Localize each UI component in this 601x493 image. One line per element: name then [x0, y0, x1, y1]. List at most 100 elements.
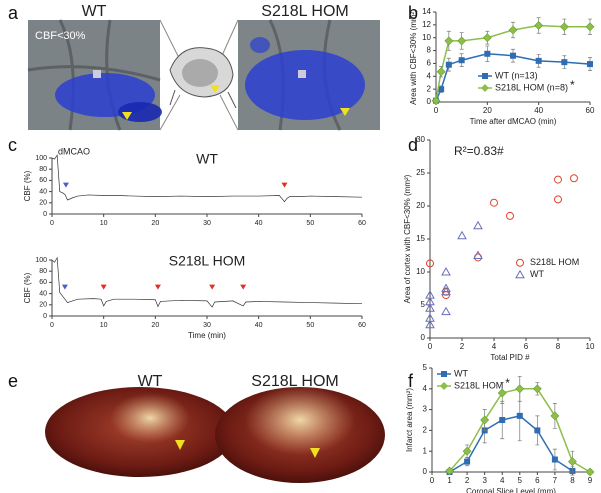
x-tick-label: 20 — [151, 220, 159, 227]
legend-marker — [515, 269, 525, 279]
marker — [425, 296, 435, 306]
mouse-head-diagram — [159, 19, 239, 131]
x-tick-label: 8 — [556, 342, 561, 351]
y-tick-label: 100 — [35, 257, 47, 264]
x-tick-label: 50 — [306, 220, 314, 227]
marker — [441, 266, 451, 276]
marker — [457, 36, 467, 46]
y-tick-label: 8 — [427, 46, 432, 55]
marker — [441, 283, 451, 292]
marker — [431, 96, 441, 106]
marker — [550, 411, 560, 421]
legend-marker — [516, 258, 524, 267]
y-axis-label: Area with CBF<30% (mm²) — [409, 9, 418, 105]
y-tick-label: 0 — [427, 97, 432, 106]
panel-label: b — [408, 3, 418, 23]
marker — [482, 33, 492, 43]
legend-marker — [440, 382, 448, 390]
panel-label: c — [8, 135, 17, 155]
marker — [436, 67, 446, 77]
chart-title: WT — [196, 151, 218, 167]
chart-title: S218L HOM — [169, 253, 246, 269]
y-tick-label: 0 — [423, 467, 428, 476]
x-tick-label: 40 — [255, 220, 263, 227]
image-label: WT — [82, 3, 107, 20]
legend-marker — [482, 73, 488, 79]
marker — [561, 59, 568, 66]
image-label: S218L HOM — [261, 3, 348, 20]
x-tick-label: 2 — [465, 476, 470, 485]
image-wt-cortex — [27, 19, 162, 131]
marker — [570, 174, 578, 183]
marker — [426, 259, 434, 268]
y-tick-label: 15 — [416, 234, 425, 243]
marker — [484, 50, 491, 57]
series-line — [51, 256, 363, 308]
legend-label: WT — [530, 269, 544, 279]
y-tick-label: 1 — [423, 446, 428, 455]
y-tick-label: 20 — [39, 200, 47, 207]
x-tick-label: 40 — [255, 322, 263, 329]
marker — [441, 306, 451, 316]
y-tick-label: 10 — [422, 33, 431, 42]
x-axis-label: Coronal Slice Level (mm) — [466, 487, 556, 493]
marker — [506, 211, 514, 220]
x-tick-label: 10 — [100, 322, 108, 329]
marker — [438, 86, 445, 93]
x-tick-label: 6 — [524, 342, 529, 351]
image-hom-cortex — [238, 19, 380, 131]
brain-hom — [215, 385, 385, 483]
y-axis-label: CBF (%) — [23, 170, 32, 201]
x-axis-label: Total PID # — [490, 353, 530, 362]
event-marker — [240, 284, 247, 290]
y-axis-label: CBF (%) — [23, 272, 32, 303]
marker — [425, 313, 435, 322]
y-tick-label: 40 — [39, 290, 47, 297]
panel-label: a — [8, 3, 19, 23]
marker — [490, 198, 498, 207]
legend-label: S218L HOM — [530, 257, 579, 267]
x-tick-label: 7 — [553, 476, 558, 485]
marker — [568, 457, 577, 467]
marker — [441, 286, 451, 296]
legend-marker — [481, 84, 489, 92]
y-tick-label: 30 — [416, 135, 425, 144]
marker — [425, 303, 435, 312]
x-tick-label: 20 — [151, 322, 159, 329]
x-tick-label: 5 — [518, 476, 523, 485]
y-tick-label: 4 — [423, 384, 428, 393]
x-tick-label: 4 — [492, 342, 497, 351]
x-tick-label: 0 — [50, 322, 54, 329]
x-tick-label: 8 — [570, 476, 575, 485]
x-tick-label: 4 — [500, 476, 505, 485]
annotation: * — [570, 78, 575, 92]
y-tick-label: 2 — [423, 426, 428, 435]
y-tick-label: 0 — [421, 333, 426, 342]
marker — [445, 466, 454, 476]
marker — [473, 220, 483, 230]
y-tick-label: 5 — [421, 300, 426, 309]
x-tick-label: 60 — [586, 106, 595, 115]
x-tick-label: 50 — [306, 322, 314, 329]
x-tick-label: 3 — [482, 476, 487, 485]
x-tick-label: 1 — [447, 476, 452, 485]
series-line — [51, 154, 363, 203]
y-tick-label: 25 — [416, 168, 425, 177]
marker — [534, 427, 541, 434]
legend-label: S218L HOM (n=8) — [495, 82, 568, 92]
marker — [551, 456, 558, 463]
y-tick-label: 20 — [39, 302, 47, 309]
x-tick-label: 20 — [483, 106, 492, 115]
marker — [535, 57, 542, 64]
y-tick-label: 4 — [427, 71, 432, 80]
x-tick-label: 0 — [428, 342, 433, 351]
panel-label: d — [408, 135, 418, 155]
x-axis-label: Time after dMCAO (min) — [470, 117, 557, 126]
x-tick-label: 9 — [588, 476, 593, 485]
series-line — [449, 415, 573, 473]
y-tick-label: 0 — [43, 313, 47, 320]
marker — [534, 21, 544, 30]
marker — [457, 230, 467, 240]
marker — [445, 61, 452, 68]
